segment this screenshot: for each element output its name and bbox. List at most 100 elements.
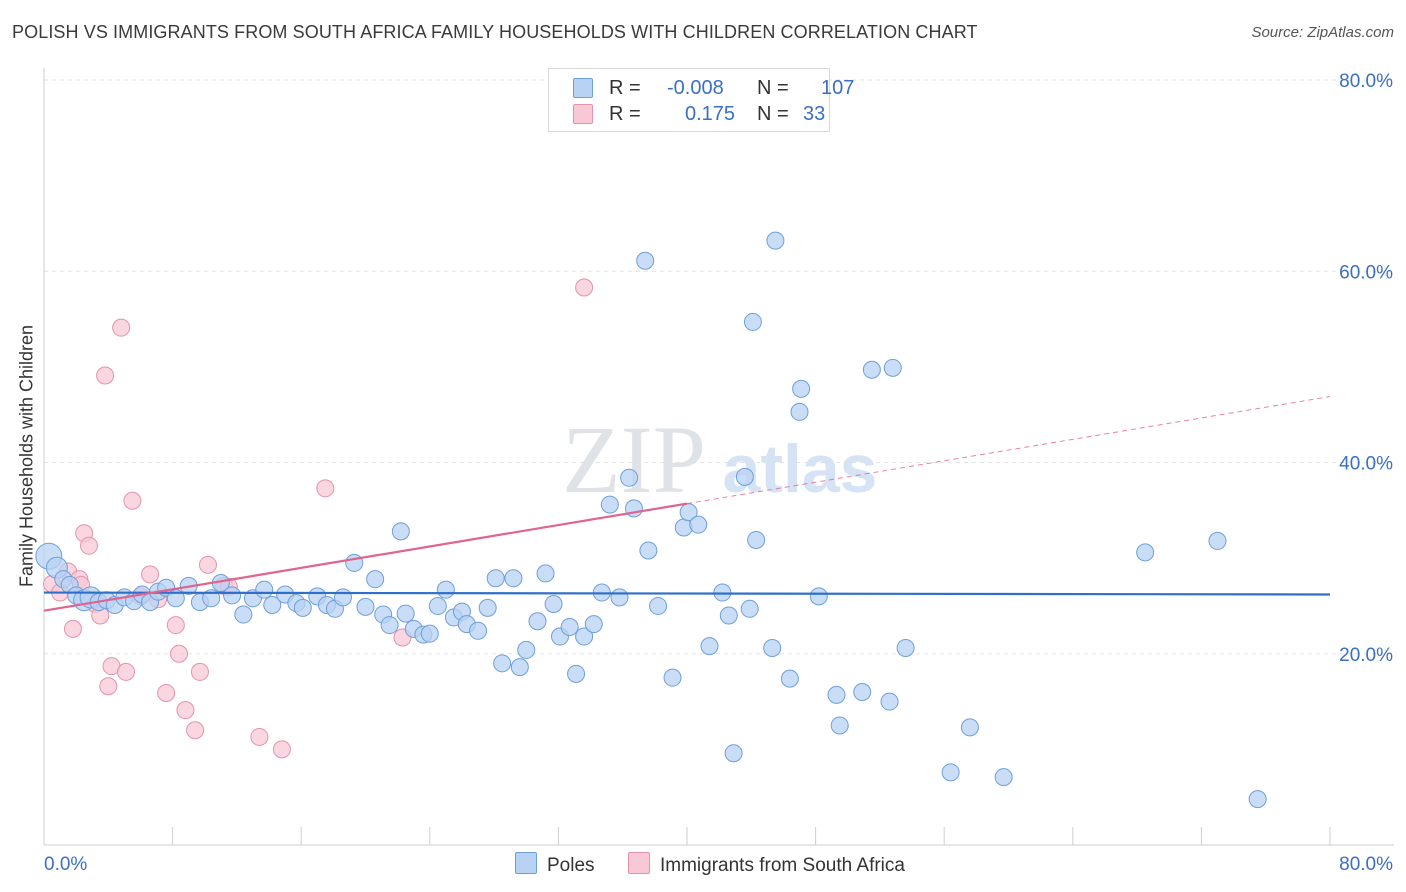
- poles-point: [639, 541, 658, 560]
- poles-point: [790, 402, 809, 421]
- poles-legend-swatch: [515, 852, 537, 874]
- south-africa-point: [116, 662, 135, 681]
- poles-point: [880, 692, 899, 711]
- legend-item-poles: Poles: [515, 852, 595, 877]
- poles-point: [356, 597, 375, 616]
- r-value-poles: -0.008: [667, 77, 724, 99]
- south-africa-legend-swatch: [628, 852, 650, 874]
- n-label: N =: [757, 103, 789, 125]
- south-africa-point: [176, 701, 195, 720]
- poles-point: [469, 621, 488, 640]
- grid-lines: [44, 79, 1394, 655]
- poles-point: [827, 685, 846, 704]
- south-africa-swatch: [573, 104, 593, 124]
- y-tick-label: 40.0%: [1339, 454, 1393, 475]
- poles-point: [234, 605, 253, 624]
- poles-point: [223, 586, 242, 605]
- poles-point: [663, 668, 682, 687]
- stats-legend: R = -0.008 N = 107 R = 0.175 N = 33: [548, 68, 854, 132]
- r-value-south-africa: 0.175: [685, 103, 736, 125]
- poles-point: [809, 587, 828, 606]
- south-africa-points: [43, 278, 594, 759]
- poles-point: [486, 569, 505, 588]
- south-africa-point: [575, 278, 594, 297]
- south-africa-point: [166, 616, 185, 635]
- poles-point: [517, 640, 536, 659]
- watermark-zip: ZIP: [562, 406, 706, 513]
- poles-point: [478, 598, 497, 617]
- poles-point: [735, 467, 754, 486]
- poles-point: [380, 616, 399, 635]
- south-africa-point: [96, 366, 115, 385]
- poles-point: [620, 468, 639, 487]
- poles-point: [830, 716, 849, 735]
- poles-point: [853, 683, 872, 701]
- poles-point: [202, 589, 221, 608]
- south-africa-point: [99, 677, 118, 696]
- poles-point: [941, 763, 960, 782]
- poles-point: [428, 596, 447, 615]
- poles-point: [536, 564, 555, 583]
- poles-swatch: [573, 78, 593, 98]
- poles-point: [560, 617, 579, 636]
- y-tick-label: 80.0%: [1339, 71, 1393, 92]
- poles-point: [255, 580, 274, 599]
- poles-point: [575, 627, 594, 646]
- y-tick-label: 60.0%: [1339, 262, 1393, 283]
- poles-point: [724, 744, 743, 763]
- poles-point: [567, 664, 586, 683]
- poles-point: [719, 606, 738, 625]
- poles-point: [780, 669, 799, 688]
- south-africa-point: [141, 565, 160, 584]
- poles-point: [883, 358, 902, 377]
- x-tick-label-min: 0.0%: [44, 854, 87, 875]
- poles-point: [333, 588, 352, 607]
- poles-point: [792, 379, 811, 398]
- south-africa-point: [250, 727, 269, 746]
- poles-point: [366, 570, 385, 589]
- south-africa-point: [198, 555, 217, 574]
- south-africa-point: [63, 619, 82, 638]
- south-africa-point: [186, 721, 205, 740]
- poles-point: [420, 624, 439, 643]
- poles-point: [391, 522, 410, 541]
- poles-point: [396, 604, 415, 623]
- poles-point: [994, 768, 1013, 787]
- poles-point: [1248, 790, 1267, 809]
- south-africa-point: [272, 740, 291, 759]
- poles-point: [763, 639, 782, 658]
- poles-point: [436, 580, 455, 599]
- trend-lines: [43, 396, 1331, 612]
- south-africa-point: [112, 318, 131, 337]
- south-africa-point: [80, 536, 99, 555]
- poles-points: [35, 231, 1267, 809]
- chart-title: POLISH VS IMMIGRANTS FROM SOUTH AFRICA F…: [12, 22, 978, 42]
- n-value-poles: 107: [821, 77, 855, 99]
- poles-point: [740, 599, 759, 618]
- poles-point: [504, 569, 523, 588]
- poles-point: [600, 495, 619, 514]
- poles-point: [649, 596, 668, 615]
- poles-point: [862, 360, 881, 379]
- y-axis-label: Family Households with Children: [16, 324, 37, 588]
- poles-point: [960, 718, 979, 737]
- south-africa-legend-label: Immigrants from South Africa: [660, 855, 905, 876]
- south-africa-point: [123, 491, 142, 510]
- poles-point: [293, 598, 312, 617]
- source-note: Source: ZipAtlas.com: [1251, 24, 1394, 41]
- poles-point: [493, 654, 512, 673]
- r-label: R =: [609, 77, 641, 99]
- poles-point: [528, 612, 547, 631]
- poles-point: [636, 251, 655, 270]
- south-africa-trend-line: [43, 502, 688, 612]
- poles-point: [544, 595, 563, 614]
- poles-point: [700, 637, 719, 656]
- legend-item-south-africa: Immigrants from South Africa: [628, 852, 905, 877]
- poles-point: [747, 530, 766, 549]
- poles-point: [1208, 531, 1227, 550]
- r-label: R =: [609, 103, 641, 125]
- south-africa-point: [157, 683, 176, 702]
- poles-point: [743, 312, 762, 331]
- poles-point: [896, 639, 915, 658]
